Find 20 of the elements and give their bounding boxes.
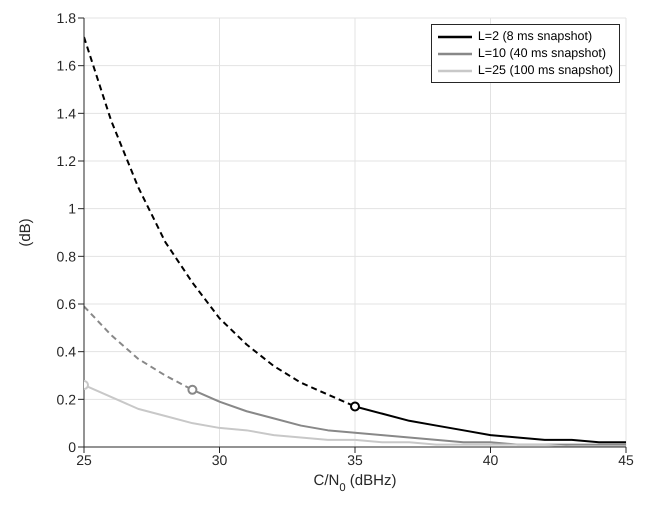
y-tick-label: 1.4 bbox=[56, 105, 76, 122]
y-tick-label: 0.8 bbox=[56, 248, 76, 264]
x-tick-label: 30 bbox=[212, 452, 228, 468]
y-tick-label: 0 bbox=[68, 438, 76, 455]
x-tick-label: 45 bbox=[618, 452, 634, 468]
legend-label: L=25 (100 ms snapshot) bbox=[478, 62, 613, 79]
y-tick-label: 1.2 bbox=[56, 152, 76, 169]
x-tick-label: 40 bbox=[482, 452, 498, 468]
x-axis-title: C/N$_{0}$ (dBHz) bbox=[314, 472, 396, 494]
y-tick-label: 1 bbox=[68, 200, 76, 217]
x-tick-label: 25 bbox=[76, 452, 92, 468]
y-tick-label: 1.8 bbox=[56, 10, 76, 26]
y-tick-label: 0.4 bbox=[56, 344, 76, 360]
legend-label: L=10 (40 ms snapshot) bbox=[478, 45, 606, 62]
legend-label: L=2 (8 ms snapshot) bbox=[478, 28, 592, 45]
y-tick-label: 0.2 bbox=[56, 391, 76, 408]
y-tick-label: 1.6 bbox=[56, 58, 76, 74]
x-tick-label: 35 bbox=[347, 452, 363, 468]
y-axis-title: (dB) bbox=[17, 218, 34, 247]
y-tick-label: 0.6 bbox=[56, 296, 76, 312]
